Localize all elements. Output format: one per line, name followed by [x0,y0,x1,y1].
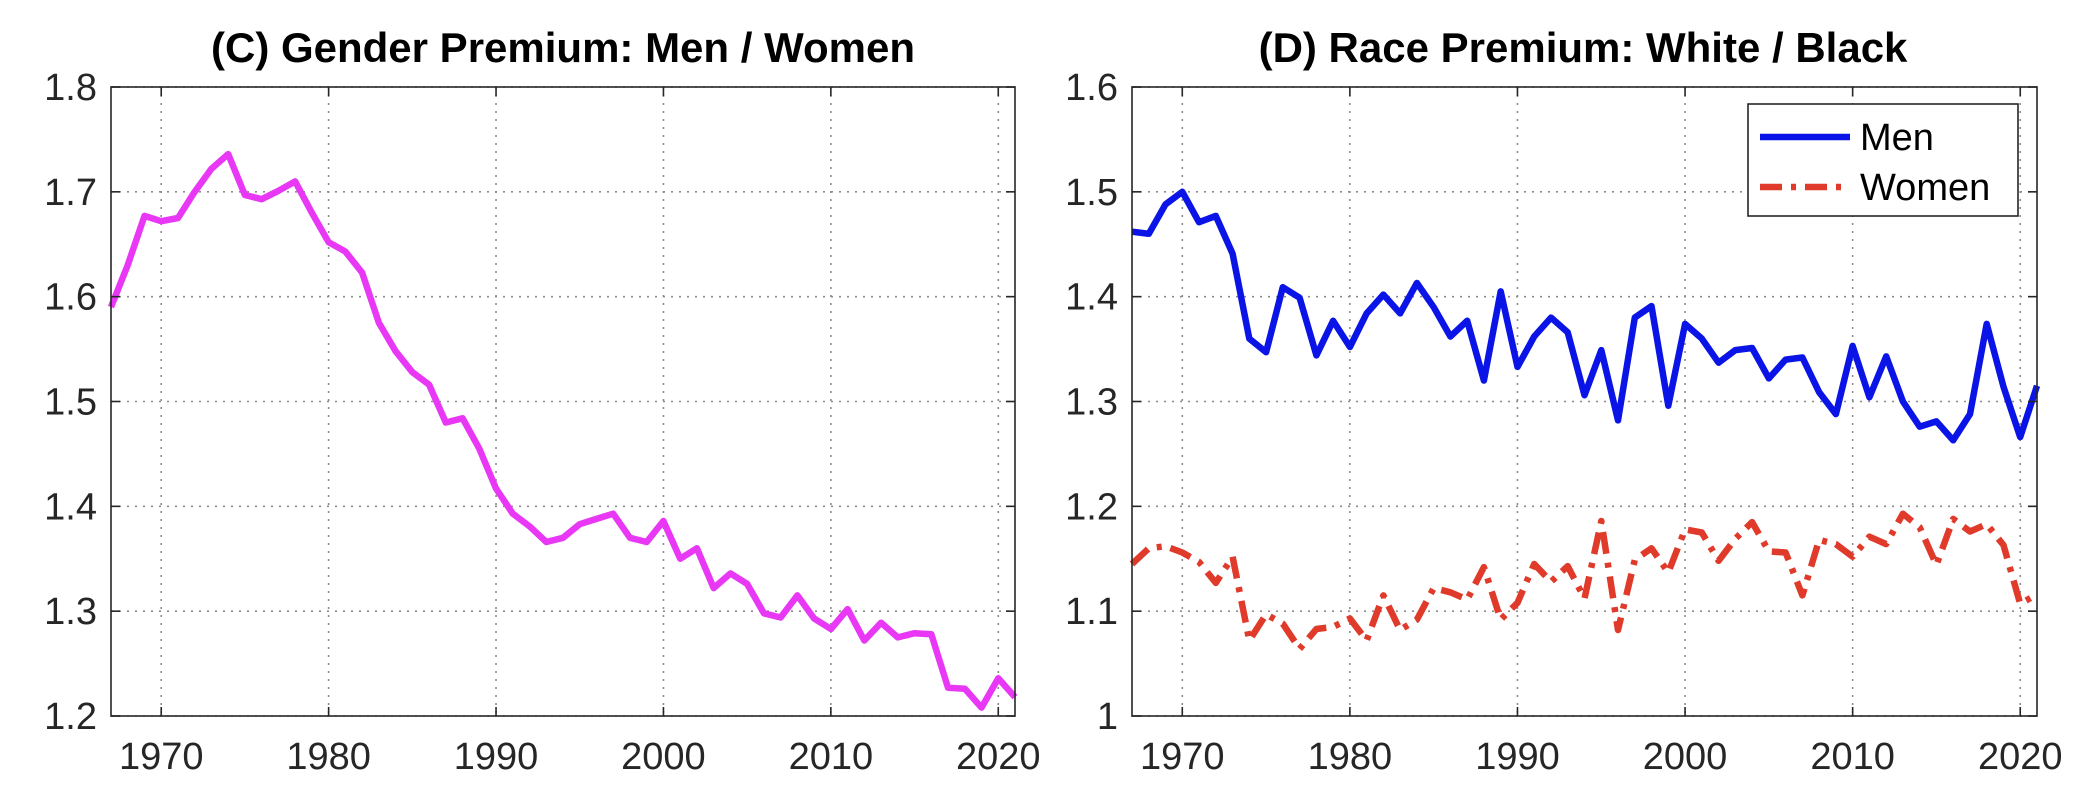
x-tick-label: 2020 [1978,736,2063,778]
x-tick-label: 2010 [789,736,874,778]
y-tick-label: 1.6 [1065,67,1118,109]
y-tick-label: 1.1 [1065,591,1118,633]
series-line-women [1129,510,2039,653]
series-line-0 [107,150,1018,711]
x-tick-label: 2020 [956,736,1041,778]
y-tick-label: 1.8 [44,67,97,109]
x-tick-label: 2010 [1810,736,1895,778]
x-tick-label: 1990 [1475,736,1560,778]
x-tick-label: 2000 [621,736,706,778]
y-tick-label: 1.6 [44,277,97,319]
y-tick-label: 1.7 [44,172,97,214]
x-tick-label: 1970 [1140,736,1225,778]
panel-gender-premium: (C) Gender Premium: Men / Women 1970 1980… [44,24,1040,778]
chart-title: (C) Gender Premium: Men / Women [211,24,915,71]
y-tick-label: 1.5 [44,382,97,424]
legend-label: Women [1860,167,1990,209]
legend-box [1747,103,2019,217]
y-tick-label: 1 [1097,696,1118,738]
x-tick-label: 1970 [119,736,204,778]
legend-label: Men [1860,117,1934,159]
y-tick-label: 1.3 [44,591,97,633]
y-tick-label: 1.2 [1065,486,1118,528]
y-tick-label: 1.3 [1065,382,1118,424]
chart-title: (D) Race Premium: White / Black [1259,24,1908,71]
x-tick-label: 2000 [1643,736,1728,778]
legend: Men Women [1747,103,2019,217]
x-tick-label: 1990 [454,736,539,778]
y-tick-label: 1.2 [44,696,97,738]
panel-race-premium: (D) Race Premium: White / Black 1970 1980… [1065,24,2062,778]
x-tick-label: 1980 [286,736,371,778]
series-line-men [1131,188,2041,444]
y-tick-label: 1.4 [44,486,97,528]
x-tick-label: 1980 [1308,736,1393,778]
y-tick-label: 1.4 [1065,277,1118,319]
y-tick-label: 1.5 [1065,172,1118,214]
